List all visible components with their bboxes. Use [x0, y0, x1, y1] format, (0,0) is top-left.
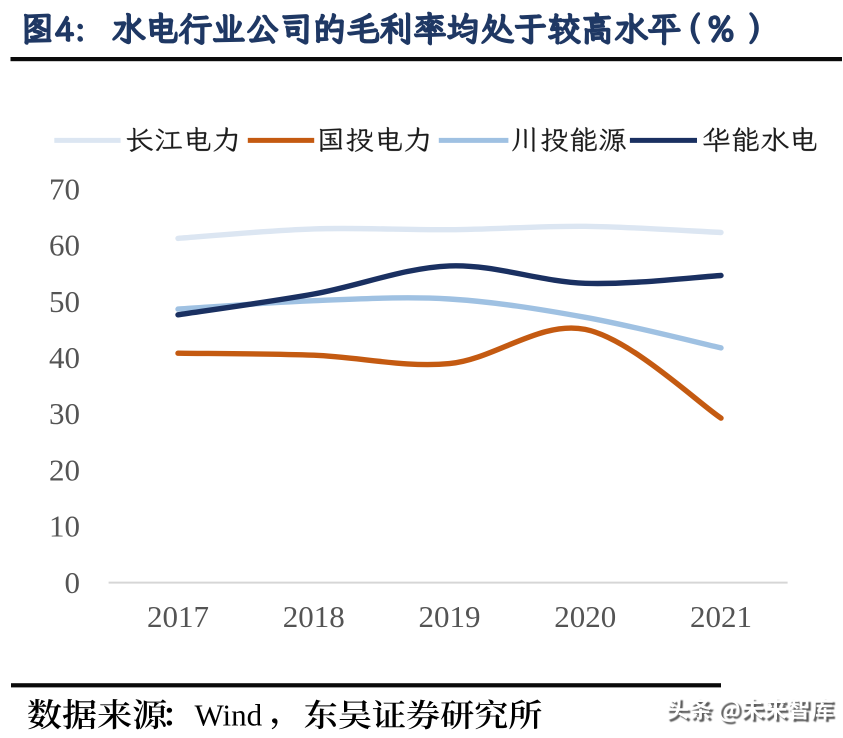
svg-text:2021: 2021 [690, 599, 752, 634]
svg-text:20: 20 [49, 452, 80, 487]
svg-text:2019: 2019 [419, 599, 481, 634]
svg-text:2017: 2017 [147, 599, 209, 634]
svg-text:0: 0 [65, 565, 81, 600]
svg-text:30: 30 [49, 396, 80, 431]
svg-text:60: 60 [49, 228, 80, 263]
svg-text:2018: 2018 [283, 599, 345, 634]
svg-text:70: 70 [49, 171, 80, 206]
svg-text:40: 40 [49, 340, 80, 375]
svg-text:2020: 2020 [554, 599, 616, 634]
svg-text:50: 50 [49, 284, 80, 319]
svg-text:Wind: Wind [195, 698, 263, 733]
svg-text:10: 10 [49, 509, 80, 544]
